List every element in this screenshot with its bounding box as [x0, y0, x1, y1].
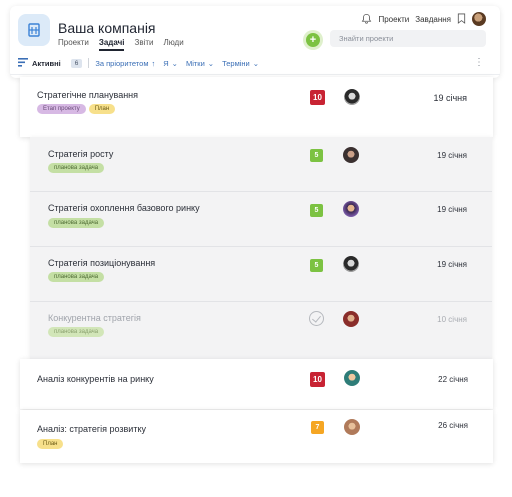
task-title[interactable]: Стратегія охоплення базового ринку — [48, 203, 200, 213]
assignee-avatar[interactable] — [344, 419, 360, 435]
due-date[interactable]: 22 січня — [438, 375, 468, 384]
completed-check-icon[interactable] — [309, 311, 324, 326]
priority-badge[interactable]: 5 — [310, 204, 323, 217]
task-title[interactable]: Конкурентна стратегія — [48, 313, 141, 323]
task-title[interactable]: Стратегічне планування — [37, 90, 139, 100]
tab-projects[interactable]: Проекти — [58, 38, 89, 47]
assignee-avatar[interactable] — [343, 147, 359, 163]
priority-badge[interactable]: 10 — [310, 90, 325, 105]
task-tags: планова задача — [48, 327, 105, 337]
search-input[interactable]: Знайти проекти — [330, 30, 486, 47]
priority-badge[interactable]: 10 — [310, 372, 325, 387]
nav-projects-link[interactable]: Проекти — [378, 14, 410, 24]
plus-icon: + — [309, 34, 317, 46]
company-name: Ваша компанія — [58, 20, 156, 36]
add-button[interactable]: + — [306, 33, 320, 47]
subtask-row[interactable]: Конкурентна стратегія планова задача 10 … — [30, 302, 492, 357]
task-tags: планова задача — [48, 272, 105, 282]
task-tags: Етап проекту План — [37, 104, 116, 114]
task-card[interactable]: Стратегічне планування Етап проекту План… — [20, 77, 493, 137]
task-card[interactable]: Аналіз: стратегія розвитку План 7 26 січ… — [20, 410, 493, 463]
priority-badge[interactable]: 5 — [310, 259, 323, 272]
user-avatar[interactable] — [472, 12, 486, 26]
list-view-icon[interactable] — [18, 57, 28, 69]
tag-plan[interactable]: План — [37, 439, 64, 449]
bell-icon[interactable] — [361, 13, 372, 26]
tags-dropdown[interactable]: Мітки ⌄ — [186, 59, 214, 68]
tags-label: Мітки — [185, 58, 205, 68]
tag-planned-task[interactable]: планова задача — [48, 163, 105, 173]
due-date[interactable]: 19 січня — [433, 93, 467, 103]
status-filter[interactable]: Активні — [32, 58, 61, 68]
tab-reports[interactable]: Звіти — [134, 38, 154, 47]
assignee-avatar[interactable] — [343, 201, 359, 217]
assignee-avatar[interactable] — [343, 311, 359, 327]
deadlines-dropdown[interactable]: Терміни ⌄ — [222, 59, 259, 68]
assignee-dropdown[interactable]: Я ⌄ — [163, 59, 178, 68]
bookmark-icon[interactable] — [457, 13, 466, 26]
task-count-badge: 6 — [70, 58, 83, 68]
app-header: Ваша компанія Проекти Задачі Звіти Люди … — [10, 6, 500, 78]
divider — [10, 74, 500, 75]
company-logo-icon[interactable] — [18, 14, 50, 46]
due-date[interactable]: 19 січня — [437, 205, 467, 214]
deadlines-label: Терміни — [222, 58, 250, 68]
tab-tasks[interactable]: Задачі — [98, 38, 125, 51]
subtask-row[interactable]: Стратегія позиціонування планова задача … — [30, 247, 492, 302]
more-options-icon[interactable]: ⋮ — [474, 57, 484, 68]
assignee-avatar[interactable] — [344, 89, 360, 105]
sort-label: За пріоритетом — [95, 58, 149, 68]
subtask-row[interactable]: Стратегія охоплення базового ринку плано… — [30, 192, 492, 247]
sort-dropdown[interactable]: За пріоритетом ↑ — [95, 59, 155, 68]
task-title[interactable]: Стратегія позиціонування — [48, 258, 156, 268]
task-card[interactable]: Аналіз конкурентів на ринку 10 22 січня — [20, 359, 493, 409]
due-date[interactable]: 26 січня — [438, 421, 468, 430]
chevron-down-icon: ⌄ — [252, 58, 260, 68]
main-tabs: Проекти Задачі Звіти Люди — [58, 38, 184, 51]
tag-plan[interactable]: План — [88, 104, 116, 114]
nav-tasks-link[interactable]: Завдання — [415, 14, 451, 24]
priority-badge[interactable]: 5 — [310, 149, 323, 162]
tab-people[interactable]: Люди — [163, 38, 184, 47]
assignee-avatar[interactable] — [343, 256, 359, 272]
task-title[interactable]: Стратегія росту — [48, 149, 114, 159]
task-title[interactable]: Аналіз: стратегія розвитку — [37, 424, 146, 434]
subtask-row[interactable]: Стратегія росту планова задача 5 19 січн… — [30, 137, 492, 192]
tag-planned-task[interactable]: планова задача — [48, 272, 105, 282]
chevron-down-icon: ⌄ — [171, 58, 178, 68]
sort-arrow-up-icon: ↑ — [151, 58, 156, 68]
tag-planned-task[interactable]: планова задача — [48, 218, 105, 228]
assignee-avatar[interactable] — [344, 370, 360, 386]
task-title[interactable]: Аналіз конкурентів на ринку — [37, 374, 154, 384]
filter-toolbar: Активні 6 За пріоритетом ↑ Я ⌄ Мітки ⌄ Т… — [10, 53, 500, 73]
due-date[interactable]: 10 січня — [437, 315, 467, 324]
tag-project-stage[interactable]: Етап проекту — [37, 104, 86, 114]
chevron-down-icon: ⌄ — [207, 58, 215, 68]
task-tags: планова задача — [48, 218, 105, 228]
top-right-nav: Проекти Завдання — [361, 12, 486, 26]
divider — [88, 58, 90, 68]
subtasks-container — [30, 137, 492, 359]
task-tags: План — [37, 439, 64, 449]
due-date[interactable]: 19 січня — [437, 260, 467, 269]
assignee-label: Я — [163, 58, 169, 68]
priority-badge[interactable]: 7 — [311, 421, 324, 434]
task-tags: планова задача — [48, 163, 105, 173]
due-date[interactable]: 19 січня — [437, 151, 467, 160]
tag-planned-task[interactable]: планова задача — [48, 327, 105, 337]
